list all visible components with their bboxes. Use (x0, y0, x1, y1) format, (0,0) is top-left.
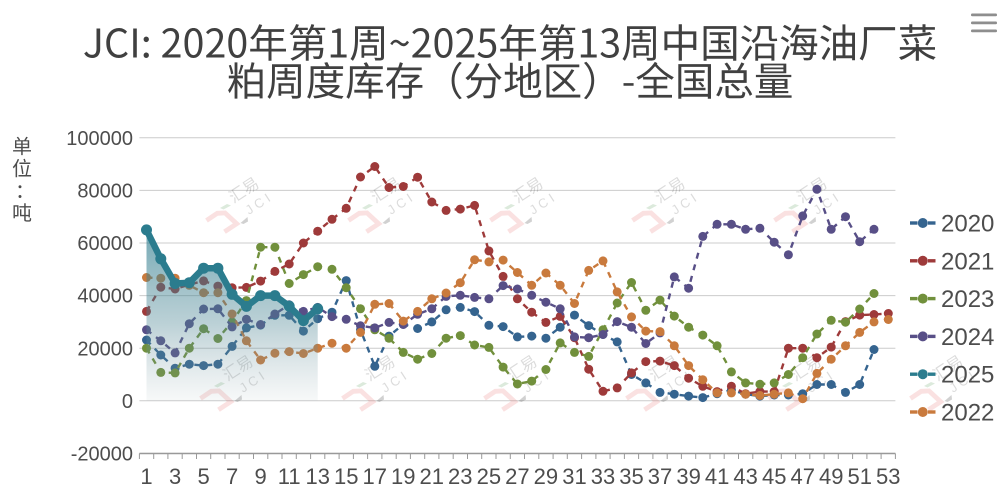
svg-text:20000: 20000 (77, 338, 133, 360)
svg-text:41: 41 (705, 464, 729, 489)
svg-text:47: 47 (790, 464, 814, 489)
svg-text:43: 43 (733, 464, 757, 489)
svg-text:37: 37 (648, 464, 672, 489)
svg-text:23: 23 (448, 464, 472, 489)
svg-text:-20000: -20000 (71, 444, 133, 466)
svg-text:7: 7 (226, 464, 238, 489)
svg-text:2023: 2023 (941, 286, 994, 313)
svg-text:11: 11 (278, 464, 301, 489)
svg-text:39: 39 (676, 464, 700, 489)
svg-text:2025: 2025 (941, 362, 994, 389)
svg-text:1: 1 (140, 464, 152, 489)
svg-text:29: 29 (534, 464, 558, 489)
svg-text:3: 3 (169, 464, 181, 489)
svg-text:31: 31 (562, 464, 586, 489)
svg-text:35: 35 (619, 464, 643, 489)
svg-text:45: 45 (762, 464, 786, 489)
svg-text:33: 33 (591, 464, 615, 489)
svg-text:2024: 2024 (941, 324, 994, 351)
svg-text:9: 9 (254, 464, 266, 489)
svg-text:2021: 2021 (941, 248, 994, 275)
svg-text:15: 15 (334, 464, 358, 489)
svg-text:17: 17 (363, 464, 387, 489)
svg-text:60000: 60000 (77, 233, 133, 255)
svg-text:2020: 2020 (941, 211, 994, 238)
svg-text:21: 21 (420, 464, 444, 489)
svg-text:51: 51 (847, 464, 871, 489)
svg-text:2022: 2022 (941, 400, 994, 427)
svg-text:0: 0 (122, 391, 133, 413)
svg-text:53: 53 (876, 464, 900, 489)
svg-text:25: 25 (477, 464, 501, 489)
svg-text:13: 13 (305, 464, 329, 489)
svg-text:5: 5 (197, 464, 209, 489)
svg-text:40000: 40000 (77, 286, 133, 308)
svg-text:27: 27 (505, 464, 529, 489)
svg-text:19: 19 (391, 464, 415, 489)
svg-text:100000: 100000 (66, 128, 133, 150)
svg-text:80000: 80000 (77, 181, 133, 203)
svg-text:49: 49 (819, 464, 843, 489)
